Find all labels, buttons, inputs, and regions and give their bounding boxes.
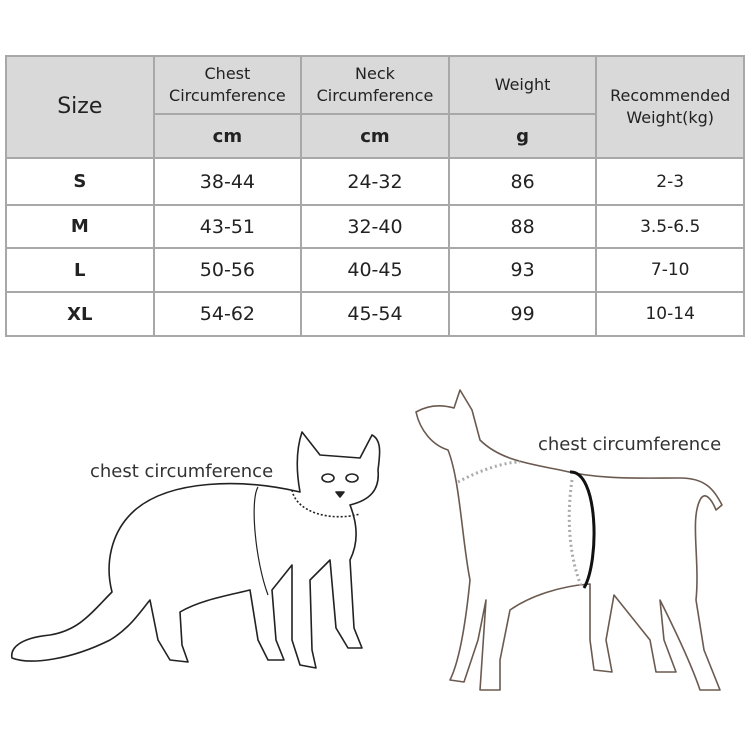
cell-size: L xyxy=(5,247,155,293)
dog-illustration xyxy=(415,389,723,691)
cell-neck: 45-54 xyxy=(300,291,450,337)
cell-size: M xyxy=(5,204,155,249)
cell-chest: 50-56 xyxy=(152,247,303,293)
dog-chest-label: chest circumference xyxy=(538,434,722,455)
cell-weight: 86 xyxy=(447,157,598,206)
cell-weight: 99 xyxy=(447,291,598,337)
cell-chest: 38-44 xyxy=(152,157,303,206)
cell-chest: 54-62 xyxy=(152,291,303,337)
cell-neck: 32-40 xyxy=(300,204,450,249)
cell-neck: 24-32 xyxy=(300,157,450,206)
cell-weight: 93 xyxy=(447,247,598,293)
table-row: XL 54-62 45-54 99 10-14 xyxy=(5,291,745,337)
cell-recommended: 2-3 xyxy=(595,157,745,206)
cell-recommended: 3.5-6.5 xyxy=(595,204,745,249)
cell-neck: 40-45 xyxy=(300,247,450,293)
header-recommended: Recommended Weight(kg) xyxy=(595,55,745,159)
cell-recommended: 10-14 xyxy=(595,291,745,337)
pet-illustrations xyxy=(11,389,723,691)
table-row: L 50-56 40-45 93 7-10 xyxy=(5,247,745,293)
unit-weight: g xyxy=(447,113,598,159)
cell-weight: 88 xyxy=(447,204,598,249)
cat-chest-label: chest circumference xyxy=(90,461,274,482)
header-weight: Weight xyxy=(447,55,598,115)
unit-neck: cm xyxy=(300,113,450,159)
size-chart-table: Size Chest Circumference Neck Circumfere… xyxy=(5,55,745,337)
unit-chest: cm xyxy=(152,113,303,159)
table-row: M 43-51 32-40 88 3.5-6.5 xyxy=(5,204,745,249)
cell-chest: 43-51 xyxy=(152,204,303,249)
table-row: S 38-44 24-32 86 2-3 xyxy=(5,157,745,206)
cell-size: XL xyxy=(5,291,155,337)
header-chest: Chest Circumference xyxy=(152,55,303,115)
cell-recommended: 7-10 xyxy=(595,247,745,293)
cat-illustration xyxy=(11,431,381,669)
header-neck: Neck Circumference xyxy=(300,55,450,115)
cell-size: S xyxy=(5,157,155,206)
header-size: Size xyxy=(5,55,155,159)
